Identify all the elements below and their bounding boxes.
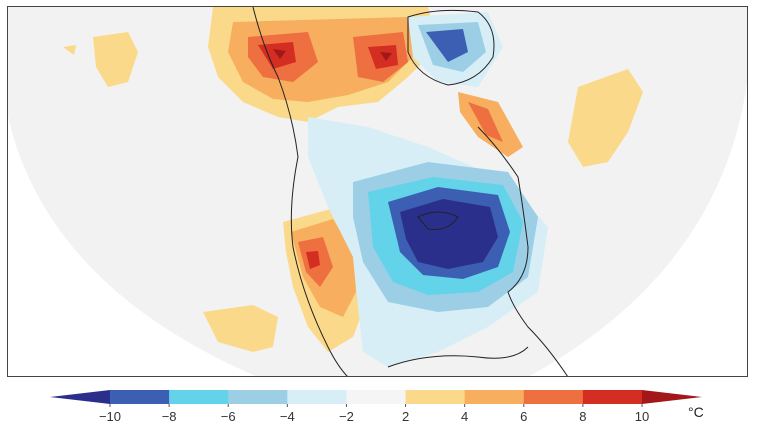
colorbar-bin (523, 390, 584, 404)
cold-anomaly-eastern-us (353, 162, 538, 312)
coastlines (252, 7, 568, 376)
warm-core-labrador (468, 102, 503, 142)
warm-anomaly-northwest (208, 7, 438, 122)
colorbar-tick-label: −10 (99, 409, 121, 424)
colorbar-tick-label: −4 (280, 409, 295, 424)
colorbar-bin (110, 390, 170, 404)
colorbar-tick-label: 10 (635, 409, 649, 424)
colorbar-bin (582, 390, 643, 404)
colorbar-upper-extension (642, 390, 702, 404)
colorbar-tick-label: −8 (162, 409, 177, 424)
colorbar-tick-label: 4 (461, 409, 468, 424)
colorbar-tick-label: 6 (520, 409, 527, 424)
cold-anomaly-north (408, 12, 503, 87)
colorbar-bin (287, 390, 347, 404)
colorbar-tick-label: 2 (402, 409, 409, 424)
map-panel (7, 6, 748, 377)
colorbar-bin (405, 390, 466, 404)
colorbar-graphic: −10 −8 −6 −4 −2 2 4 6 8 10 °C (50, 390, 704, 424)
colorbar-lower-extension (50, 390, 110, 404)
colorbar-bin (346, 390, 407, 404)
warm-speck-west (63, 45, 76, 55)
colorbar: −10 −8 −6 −4 −2 2 4 6 8 10 °C (0, 384, 759, 439)
warm-patch-atlantic (568, 69, 643, 167)
warm-patch-pacific (203, 305, 278, 352)
colorbar-bin (464, 390, 525, 404)
warm-patch-northwest-ocean (93, 32, 138, 87)
colorbar-bin (228, 390, 288, 404)
anomaly-map (8, 7, 747, 376)
colorbar-unit-label: °C (688, 404, 704, 420)
colorbar-bin (169, 390, 229, 404)
colorbar-tick-label: −6 (221, 409, 236, 424)
colorbar-tick-label: 8 (579, 409, 586, 424)
colorbar-tick-label: −2 (339, 409, 354, 424)
